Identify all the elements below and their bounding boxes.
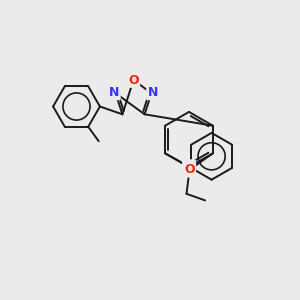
Text: N: N [183,160,195,174]
Text: N: N [148,86,158,99]
Text: O: O [128,74,139,87]
Text: N: N [109,86,119,99]
Text: O: O [184,163,195,176]
